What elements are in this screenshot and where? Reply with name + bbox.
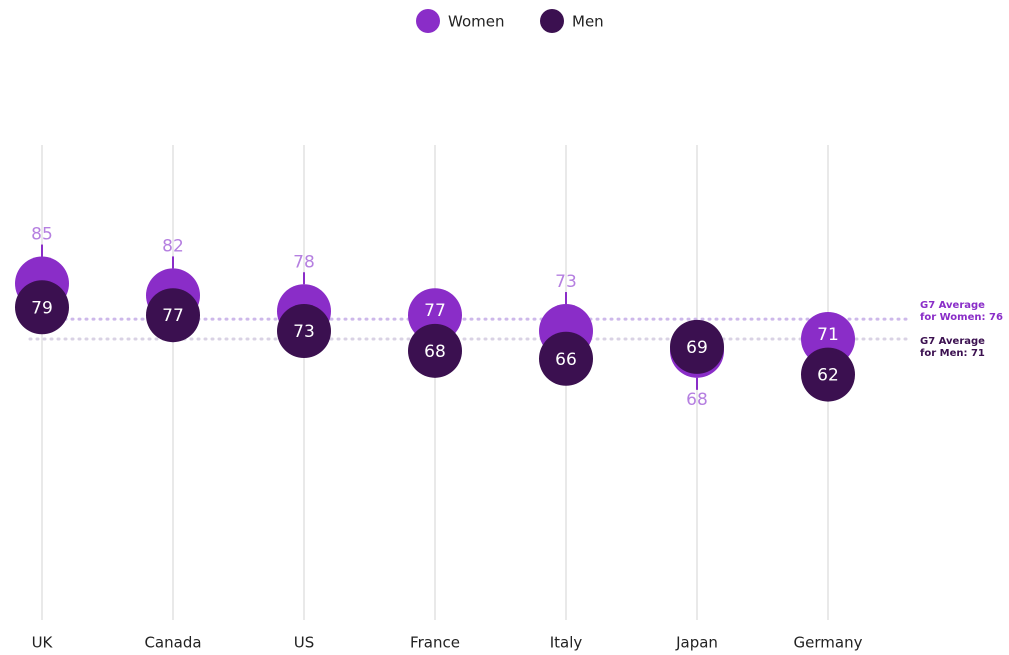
legend-swatch bbox=[416, 9, 440, 33]
average-label-line: for Women: 76 bbox=[920, 312, 1003, 323]
men-dot bbox=[539, 331, 593, 386]
men-dot bbox=[15, 280, 69, 335]
men-value: 68 bbox=[424, 342, 446, 362]
men-value: 79 bbox=[31, 298, 53, 318]
men-value: 69 bbox=[686, 338, 708, 358]
women-value: 73 bbox=[555, 272, 577, 292]
x-tick-label: Canada bbox=[144, 634, 201, 652]
men-dot bbox=[146, 288, 200, 343]
x-tick-label: UK bbox=[32, 634, 54, 652]
average-label: G7 Average for Women: 76 bbox=[920, 300, 1003, 323]
x-tick-label: US bbox=[294, 634, 315, 652]
legend-label: Women bbox=[448, 13, 504, 31]
women-value: 71 bbox=[817, 325, 839, 345]
women-value: 77 bbox=[424, 301, 446, 321]
men-value: 77 bbox=[162, 306, 184, 326]
x-tick-label: Germany bbox=[794, 634, 863, 652]
men-dot bbox=[277, 304, 331, 359]
x-tick-label: Italy bbox=[550, 634, 583, 652]
women-value: 78 bbox=[293, 252, 315, 272]
men-value: 66 bbox=[555, 350, 577, 370]
men-dot bbox=[670, 319, 724, 374]
average-label-line: G7 Average bbox=[920, 336, 985, 347]
women-value: 85 bbox=[31, 225, 53, 245]
legend-swatch bbox=[540, 9, 564, 33]
men-value: 73 bbox=[293, 322, 315, 342]
x-tick-label: Japan bbox=[675, 634, 718, 652]
average-label-line: G7 Average bbox=[920, 300, 985, 311]
men-dot bbox=[408, 323, 462, 378]
average-label: G7 Average for Men: 71 bbox=[920, 336, 985, 359]
average-label-line: for Men: 71 bbox=[920, 348, 985, 359]
men-value: 62 bbox=[817, 366, 839, 386]
women-value: 82 bbox=[162, 236, 184, 256]
legend-label: Men bbox=[572, 13, 604, 31]
x-tick-label: France bbox=[410, 634, 460, 652]
women-value: 68 bbox=[686, 390, 708, 410]
men-dot bbox=[801, 347, 855, 402]
